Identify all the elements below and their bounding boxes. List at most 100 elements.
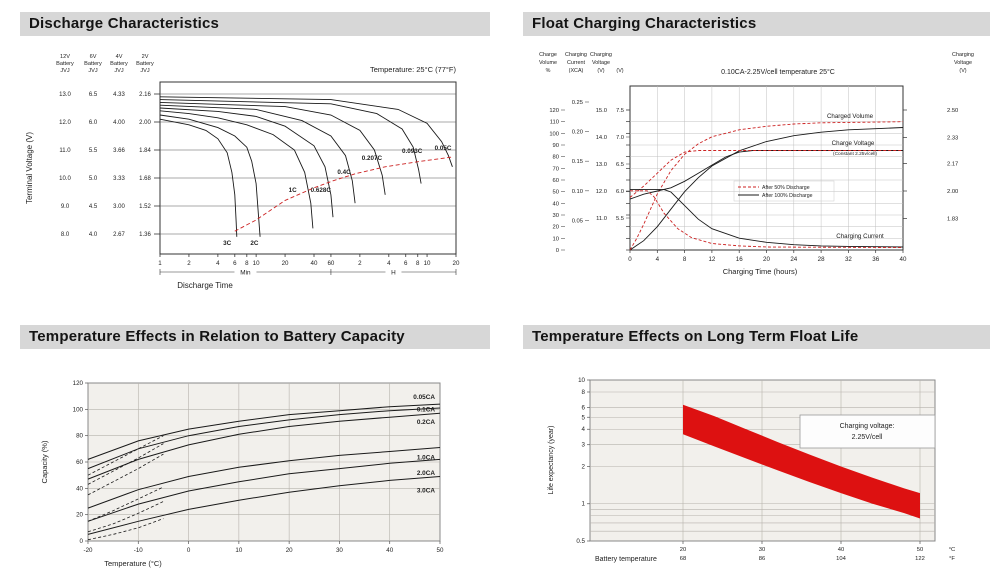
svg-text:70: 70	[553, 166, 559, 172]
svg-text:7.5: 7.5	[616, 108, 624, 114]
svg-text:3.00: 3.00	[113, 204, 125, 210]
svg-text:40: 40	[553, 201, 559, 207]
svg-text:0.15: 0.15	[572, 159, 583, 165]
svg-text:1.84: 1.84	[139, 148, 151, 154]
svg-text:40: 40	[76, 485, 83, 492]
float-charging-panel-title: Float Charging Characteristics	[523, 12, 990, 36]
svg-text:1.36: 1.36	[139, 232, 151, 238]
float-life-chart: 10 8 6 5 4 3 2 1 0.5 20 68 30 86 40 104 50 122 °C °F Chargi…	[523, 355, 990, 582]
svg-text:1.0CA: 1.0CA	[417, 454, 435, 461]
svg-text:4: 4	[582, 426, 586, 433]
svg-text:0: 0	[187, 547, 191, 554]
svg-text:4: 4	[656, 256, 660, 263]
svg-text:8: 8	[582, 389, 586, 396]
svg-text:0.05C: 0.05C	[435, 145, 452, 152]
svg-text:5: 5	[582, 414, 586, 421]
svg-text:°C: °C	[949, 547, 956, 553]
temp-capacity-panel: Temperature Effects in Relation to Batte…	[20, 325, 490, 582]
svg-text:Charging voltage:: Charging voltage:	[840, 423, 895, 430]
svg-text:%: %	[546, 68, 551, 74]
svg-text:120: 120	[549, 108, 559, 114]
svg-text:4.00: 4.00	[113, 120, 125, 126]
svg-text:1: 1	[158, 260, 162, 267]
svg-text:5.0: 5.0	[89, 176, 98, 182]
svg-text:14.0: 14.0	[596, 135, 607, 141]
svg-text:50: 50	[437, 547, 444, 554]
svg-text:40: 40	[838, 547, 844, 553]
temp-capacity-x-axis-label: Temperature (°C)	[104, 559, 162, 568]
svg-text:0.1CA: 0.1CA	[417, 406, 435, 413]
svg-text:0.093C: 0.093C	[402, 148, 423, 155]
svg-text:13.0: 13.0	[59, 92, 71, 98]
svg-text:6: 6	[582, 404, 586, 411]
svg-text:1.83: 1.83	[947, 217, 958, 223]
svg-text:2.25V/cell: 2.25V/cell	[852, 434, 883, 441]
svg-text:12.0: 12.0	[596, 189, 607, 195]
svg-text:90: 90	[553, 143, 559, 149]
float-charging-panel: Float Charging Characteristics 120 110 100…	[523, 12, 990, 300]
svg-text:After 50% Discharge: After 50% Discharge	[762, 185, 810, 191]
svg-text:Charging Current: Charging Current	[836, 233, 884, 240]
svg-text:5.5: 5.5	[89, 148, 98, 154]
svg-text:0: 0	[80, 538, 84, 545]
svg-text:1.52: 1.52	[139, 204, 151, 210]
svg-text:80: 80	[553, 155, 559, 161]
svg-text:20: 20	[553, 225, 559, 231]
svg-text:Battery: Battery	[56, 61, 74, 67]
svg-text:110: 110	[550, 120, 559, 126]
svg-text:100: 100	[549, 131, 559, 137]
svg-text:20: 20	[282, 260, 289, 267]
discharge-chart-svg: 12VBatteryJVJ6VBatteryJVJ4VBatteryJVJ2VB…	[25, 54, 460, 290]
svg-text:30: 30	[336, 547, 343, 554]
svg-text:2.33: 2.33	[947, 136, 958, 142]
svg-text:Charged Volume: Charged Volume	[827, 113, 874, 120]
svg-text:9.0: 9.0	[61, 204, 70, 210]
svg-text:Charging: Charging	[952, 52, 974, 58]
svg-text:10.0: 10.0	[59, 176, 71, 182]
svg-text:JVJ: JVJ	[114, 68, 124, 74]
svg-text:10: 10	[235, 547, 242, 554]
svg-text:12: 12	[708, 256, 715, 263]
svg-text:(V): (V)	[616, 68, 623, 74]
float-life-y-axis-label: Life expectancy (year)	[548, 426, 555, 495]
svg-text:40: 40	[900, 256, 907, 263]
svg-text:2.17: 2.17	[947, 161, 958, 167]
svg-text:24: 24	[790, 256, 797, 263]
svg-text:1: 1	[582, 501, 586, 508]
svg-text:0: 0	[628, 256, 632, 263]
float-life-band	[683, 404, 920, 519]
svg-text:Charging: Charging	[565, 52, 587, 58]
svg-text:6: 6	[233, 260, 237, 267]
svg-text:0.25: 0.25	[572, 100, 583, 106]
svg-text:4: 4	[387, 260, 391, 267]
svg-text:11.0: 11.0	[59, 148, 71, 154]
svg-text:4.5: 4.5	[89, 204, 98, 210]
svg-text:2V: 2V	[142, 54, 149, 60]
svg-text:2.0CA: 2.0CA	[417, 470, 435, 477]
svg-text:Battery: Battery	[136, 61, 154, 67]
svg-text:40: 40	[386, 547, 393, 554]
svg-text:2.16: 2.16	[139, 92, 151, 98]
svg-text:28: 28	[818, 256, 825, 263]
svg-text:50: 50	[553, 190, 559, 196]
svg-text:After 100% Discharge: After 100% Discharge	[762, 193, 813, 199]
svg-text:JVJ: JVJ	[88, 68, 98, 74]
svg-text:1.68: 1.68	[139, 176, 151, 182]
svg-text:(V): (V)	[959, 68, 966, 74]
float-charging-condition-note: 0.10CA-2.25V/cell temperature 25°C	[721, 68, 835, 76]
svg-text:20: 20	[680, 547, 686, 553]
svg-text:50: 50	[917, 547, 923, 553]
svg-text:Voltage: Voltage	[954, 60, 972, 66]
svg-text:32: 32	[845, 256, 852, 263]
svg-text:0.10: 0.10	[572, 189, 583, 195]
svg-text:0.628C: 0.628C	[311, 187, 332, 194]
svg-text:4.0: 4.0	[89, 232, 98, 238]
svg-text:5.5: 5.5	[616, 216, 624, 222]
svg-text:60: 60	[327, 260, 334, 267]
svg-text:3.33: 3.33	[113, 176, 125, 182]
svg-text:20: 20	[453, 260, 460, 267]
svg-text:6.0: 6.0	[616, 189, 624, 195]
svg-text:-20: -20	[84, 547, 94, 554]
